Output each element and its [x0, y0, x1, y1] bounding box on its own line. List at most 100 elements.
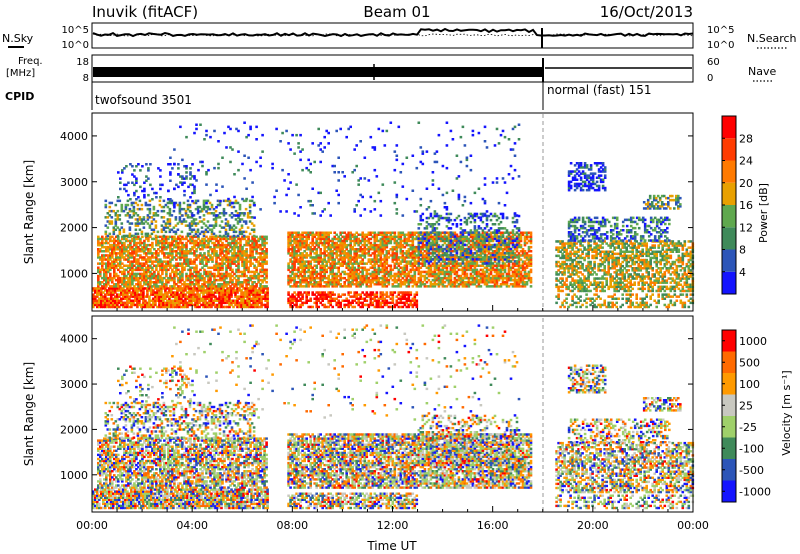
- echo-cell: [195, 254, 198, 257]
- echo-cell: [206, 303, 209, 307]
- echo-cell: [287, 283, 290, 286]
- echo-cell: [186, 207, 190, 211]
- echo-cell: [319, 258, 322, 261]
- echo-cell: [180, 301, 183, 305]
- echo-cell: [119, 239, 122, 243]
- echo-cell: [105, 250, 108, 253]
- echo-cell: [131, 245, 134, 249]
- echo-cell: [195, 235, 198, 239]
- echo-cell: [250, 222, 254, 225]
- echo-cell: [353, 278, 356, 282]
- echo-cell: [287, 241, 290, 245]
- echo-cell: [264, 295, 267, 298]
- echo-cell: [251, 285, 254, 288]
- echo-cell: [127, 239, 130, 243]
- echo-cell: [219, 264, 222, 267]
- echo-cell: [211, 250, 214, 253]
- echo-cell: [160, 209, 164, 213]
- echo-cell: [201, 254, 204, 257]
- echo-cell: [131, 173, 134, 176]
- echo-cell: [293, 272, 296, 276]
- echo-cell: [133, 276, 136, 280]
- echo-cell: [367, 237, 371, 241]
- echo-cell: [143, 239, 146, 243]
- echo-cell: [373, 250, 377, 253]
- echo-cell: [335, 237, 338, 241]
- echo-cell: [111, 252, 114, 255]
- echo-cell: [101, 266, 104, 269]
- echo-cell: [353, 272, 356, 276]
- echo-cell: [170, 291, 173, 294]
- echo-cell: [369, 258, 373, 261]
- echo-cell: [303, 243, 306, 247]
- echo-cell: [303, 239, 306, 243]
- echo-cell: [181, 235, 184, 239]
- echo-cell: [225, 283, 228, 286]
- echo-cell: [217, 285, 220, 288]
- echo-cell: [94, 297, 97, 300]
- echo-cell: [135, 241, 138, 245]
- echo-cell: [178, 287, 181, 290]
- echo-cell: [331, 256, 334, 259]
- echo-cell: [257, 237, 260, 241]
- echo-cell: [101, 262, 104, 265]
- echo-cell: [333, 281, 336, 284]
- echo-cell: [361, 243, 364, 247]
- echo-cell: [221, 264, 224, 267]
- echo-cell: [125, 268, 128, 272]
- echo-cell: [199, 278, 202, 282]
- echo-cell: [363, 248, 367, 251]
- echo-cell: [140, 218, 144, 221]
- echo-cell: [323, 254, 326, 257]
- echo-cell: [321, 270, 324, 274]
- echo-cell: [160, 305, 163, 309]
- echo-cell: [323, 264, 326, 267]
- echo-cell: [319, 276, 322, 280]
- echo-cell: [177, 285, 180, 288]
- echo-cell: [239, 250, 242, 253]
- echo-cell: [96, 291, 99, 294]
- echo-cell: [265, 272, 268, 276]
- echo-cell: [238, 212, 242, 215]
- echo-cell: [363, 243, 367, 247]
- echo-cell: [299, 274, 302, 278]
- echo-cell: [297, 276, 300, 280]
- echo-cell: [105, 254, 108, 257]
- echo-cell: [315, 281, 318, 284]
- echo-cell: [180, 230, 184, 234]
- echo-cell: [221, 245, 224, 249]
- echo-cell: [97, 243, 100, 247]
- echo-cell: [343, 260, 346, 263]
- echo-cell: [175, 252, 178, 255]
- echo-cell: [166, 301, 169, 305]
- echo-cell: [208, 295, 211, 298]
- echo-cell: [131, 276, 134, 280]
- echo-cell: [171, 278, 174, 282]
- echo-cell: [209, 245, 212, 249]
- echo-cell: [253, 241, 256, 245]
- echo-cell: [327, 243, 330, 247]
- echo-cell: [170, 301, 173, 305]
- echo-cell: [193, 260, 196, 263]
- echo-cell: [311, 270, 314, 274]
- echo-cell: [347, 250, 350, 253]
- echo-cell: [337, 235, 340, 239]
- echo-cell: [203, 254, 206, 257]
- echo-cell: [355, 252, 358, 255]
- echo-cell: [357, 239, 360, 243]
- echo-cell: [183, 245, 186, 249]
- echo-cell: [263, 239, 266, 243]
- echo-cell: [237, 266, 240, 269]
- echo-cell: [222, 305, 225, 309]
- echo-cell: [153, 272, 156, 276]
- echo-cell: [189, 250, 192, 253]
- echo-cell: [240, 297, 243, 300]
- echo-cell: [299, 270, 302, 274]
- echo-cell: [266, 305, 269, 309]
- echo-cell: [231, 274, 234, 278]
- echo-cell: [371, 260, 375, 263]
- echo-cell: [309, 283, 312, 286]
- echo-cell: [313, 278, 316, 282]
- echo-cell: [357, 285, 360, 288]
- echo-cell: [303, 266, 306, 269]
